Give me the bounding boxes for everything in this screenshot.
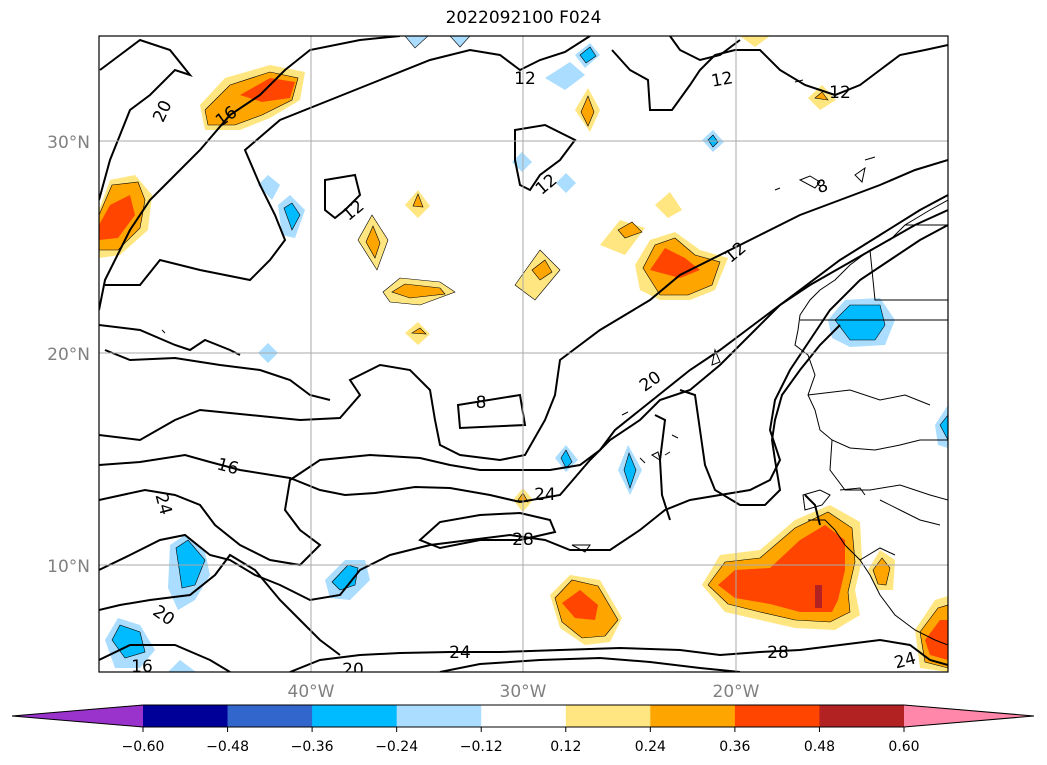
colorbar-segment [565, 705, 651, 727]
grid-lines [99, 36, 948, 672]
colorbar-tick-label: 0.60 [888, 739, 919, 755]
contour-label: 12 [710, 68, 735, 91]
lon-label-30w: 30°W [500, 682, 547, 702]
contour-lines [99, 36, 948, 672]
colorbar-tick-label: −0.12 [460, 739, 503, 755]
colorbar-segment [143, 705, 229, 727]
map-plot-area: 20 16 12 12 12 12 8 12 20 8 16 24 24 28 … [99, 36, 948, 680]
colorbar-segment [227, 705, 313, 727]
colorbar-segment [481, 705, 567, 727]
colorbar-tick-label: −0.24 [375, 739, 418, 755]
longitude-labels: 40°W 30°W 20°W [288, 682, 760, 702]
contour-label: 20 [342, 660, 364, 680]
colorbar-segment [734, 705, 820, 727]
contour-label: 16 [131, 657, 153, 677]
colorbar-extension-high [904, 705, 1034, 727]
colorbar-segment [819, 705, 905, 727]
lat-label-10n: 10°N [47, 557, 90, 577]
colorbar-tick-label: 0.12 [550, 739, 581, 755]
contour-label: 24 [892, 649, 918, 674]
contour-label: 12 [514, 69, 536, 89]
colorbar-tick-label: 0.24 [635, 739, 666, 755]
lat-label-30n: 30°N [47, 133, 90, 153]
lat-label-20n: 20°N [47, 345, 90, 365]
colorbar-tick-label: 0.36 [719, 739, 750, 755]
contour-label: 8 [476, 393, 487, 413]
contour-label: 12 [829, 83, 851, 103]
latitude-labels: 30°N 20°N 10°N [47, 133, 90, 577]
colorbar-extension-low [12, 705, 143, 727]
contour-label: 24 [449, 643, 471, 663]
colorbar-segment [396, 705, 482, 727]
colorbar-tick-label: −0.36 [291, 739, 334, 755]
contour-label: 28 [767, 643, 789, 663]
contour-label: 28 [512, 530, 534, 550]
shaded-anomaly-regions [99, 36, 948, 672]
colorbar-tick-label: −0.48 [206, 739, 249, 755]
lon-label-40w: 40°W [288, 682, 335, 702]
map-title: 2022092100 F024 [445, 8, 602, 28]
colorbar-tick-label: 0.48 [804, 739, 835, 755]
colorbar: −0.60 −0.48 −0.36 −0.24 −0.12 0.12 0.24 0.36 0.4… [11, 704, 1035, 755]
contour-label: 24 [534, 485, 556, 505]
map-frame [98, 35, 949, 673]
colorbar-segment [650, 705, 736, 727]
lon-label-20w: 20°W [713, 682, 760, 702]
colorbar-segment [312, 705, 398, 727]
colorbar-tick-label: −0.60 [122, 739, 165, 755]
